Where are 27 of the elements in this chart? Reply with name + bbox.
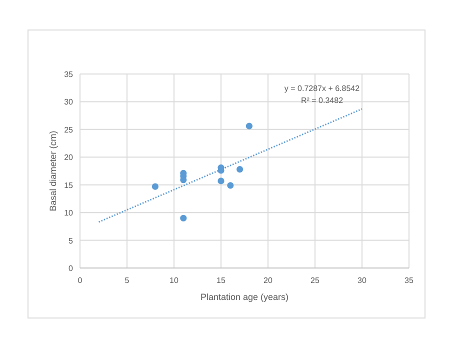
y-tick-label: 5: [68, 236, 74, 246]
point: [246, 122, 252, 130]
point: [180, 176, 187, 184]
y-tick-label: 35: [64, 70, 74, 79]
x-tick-label: 10: [170, 276, 179, 285]
y-tick-label: 20: [64, 153, 74, 162]
x-tick-label: 15: [216, 276, 226, 285]
point: [218, 178, 224, 184]
y-tick-label: 10: [64, 208, 74, 218]
y-axis-title: Basal diameter (cm): [48, 130, 58, 212]
point: [227, 182, 234, 189]
x-tick-label: 30: [358, 276, 367, 285]
point: [180, 214, 187, 222]
annotation: R² = 0.3482: [300, 96, 344, 105]
y-tick-label: 25: [64, 125, 74, 134]
x-tick-label: 20: [264, 276, 273, 285]
point: [236, 166, 244, 173]
y-tick-label: 15: [64, 180, 74, 190]
point: [152, 183, 158, 190]
y-tick-label: 0: [68, 264, 74, 273]
x-tick-label: 35: [404, 276, 414, 285]
x-tick-label: 0: [78, 276, 83, 285]
x-tick-label: 5: [124, 276, 130, 285]
x-tick-label: 25: [310, 276, 320, 285]
y-tick-label: 30: [64, 98, 74, 107]
annotation: y = 0.7287x + 6.8542: [284, 84, 360, 93]
x-axis-title: Plantation age (years): [200, 292, 289, 302]
